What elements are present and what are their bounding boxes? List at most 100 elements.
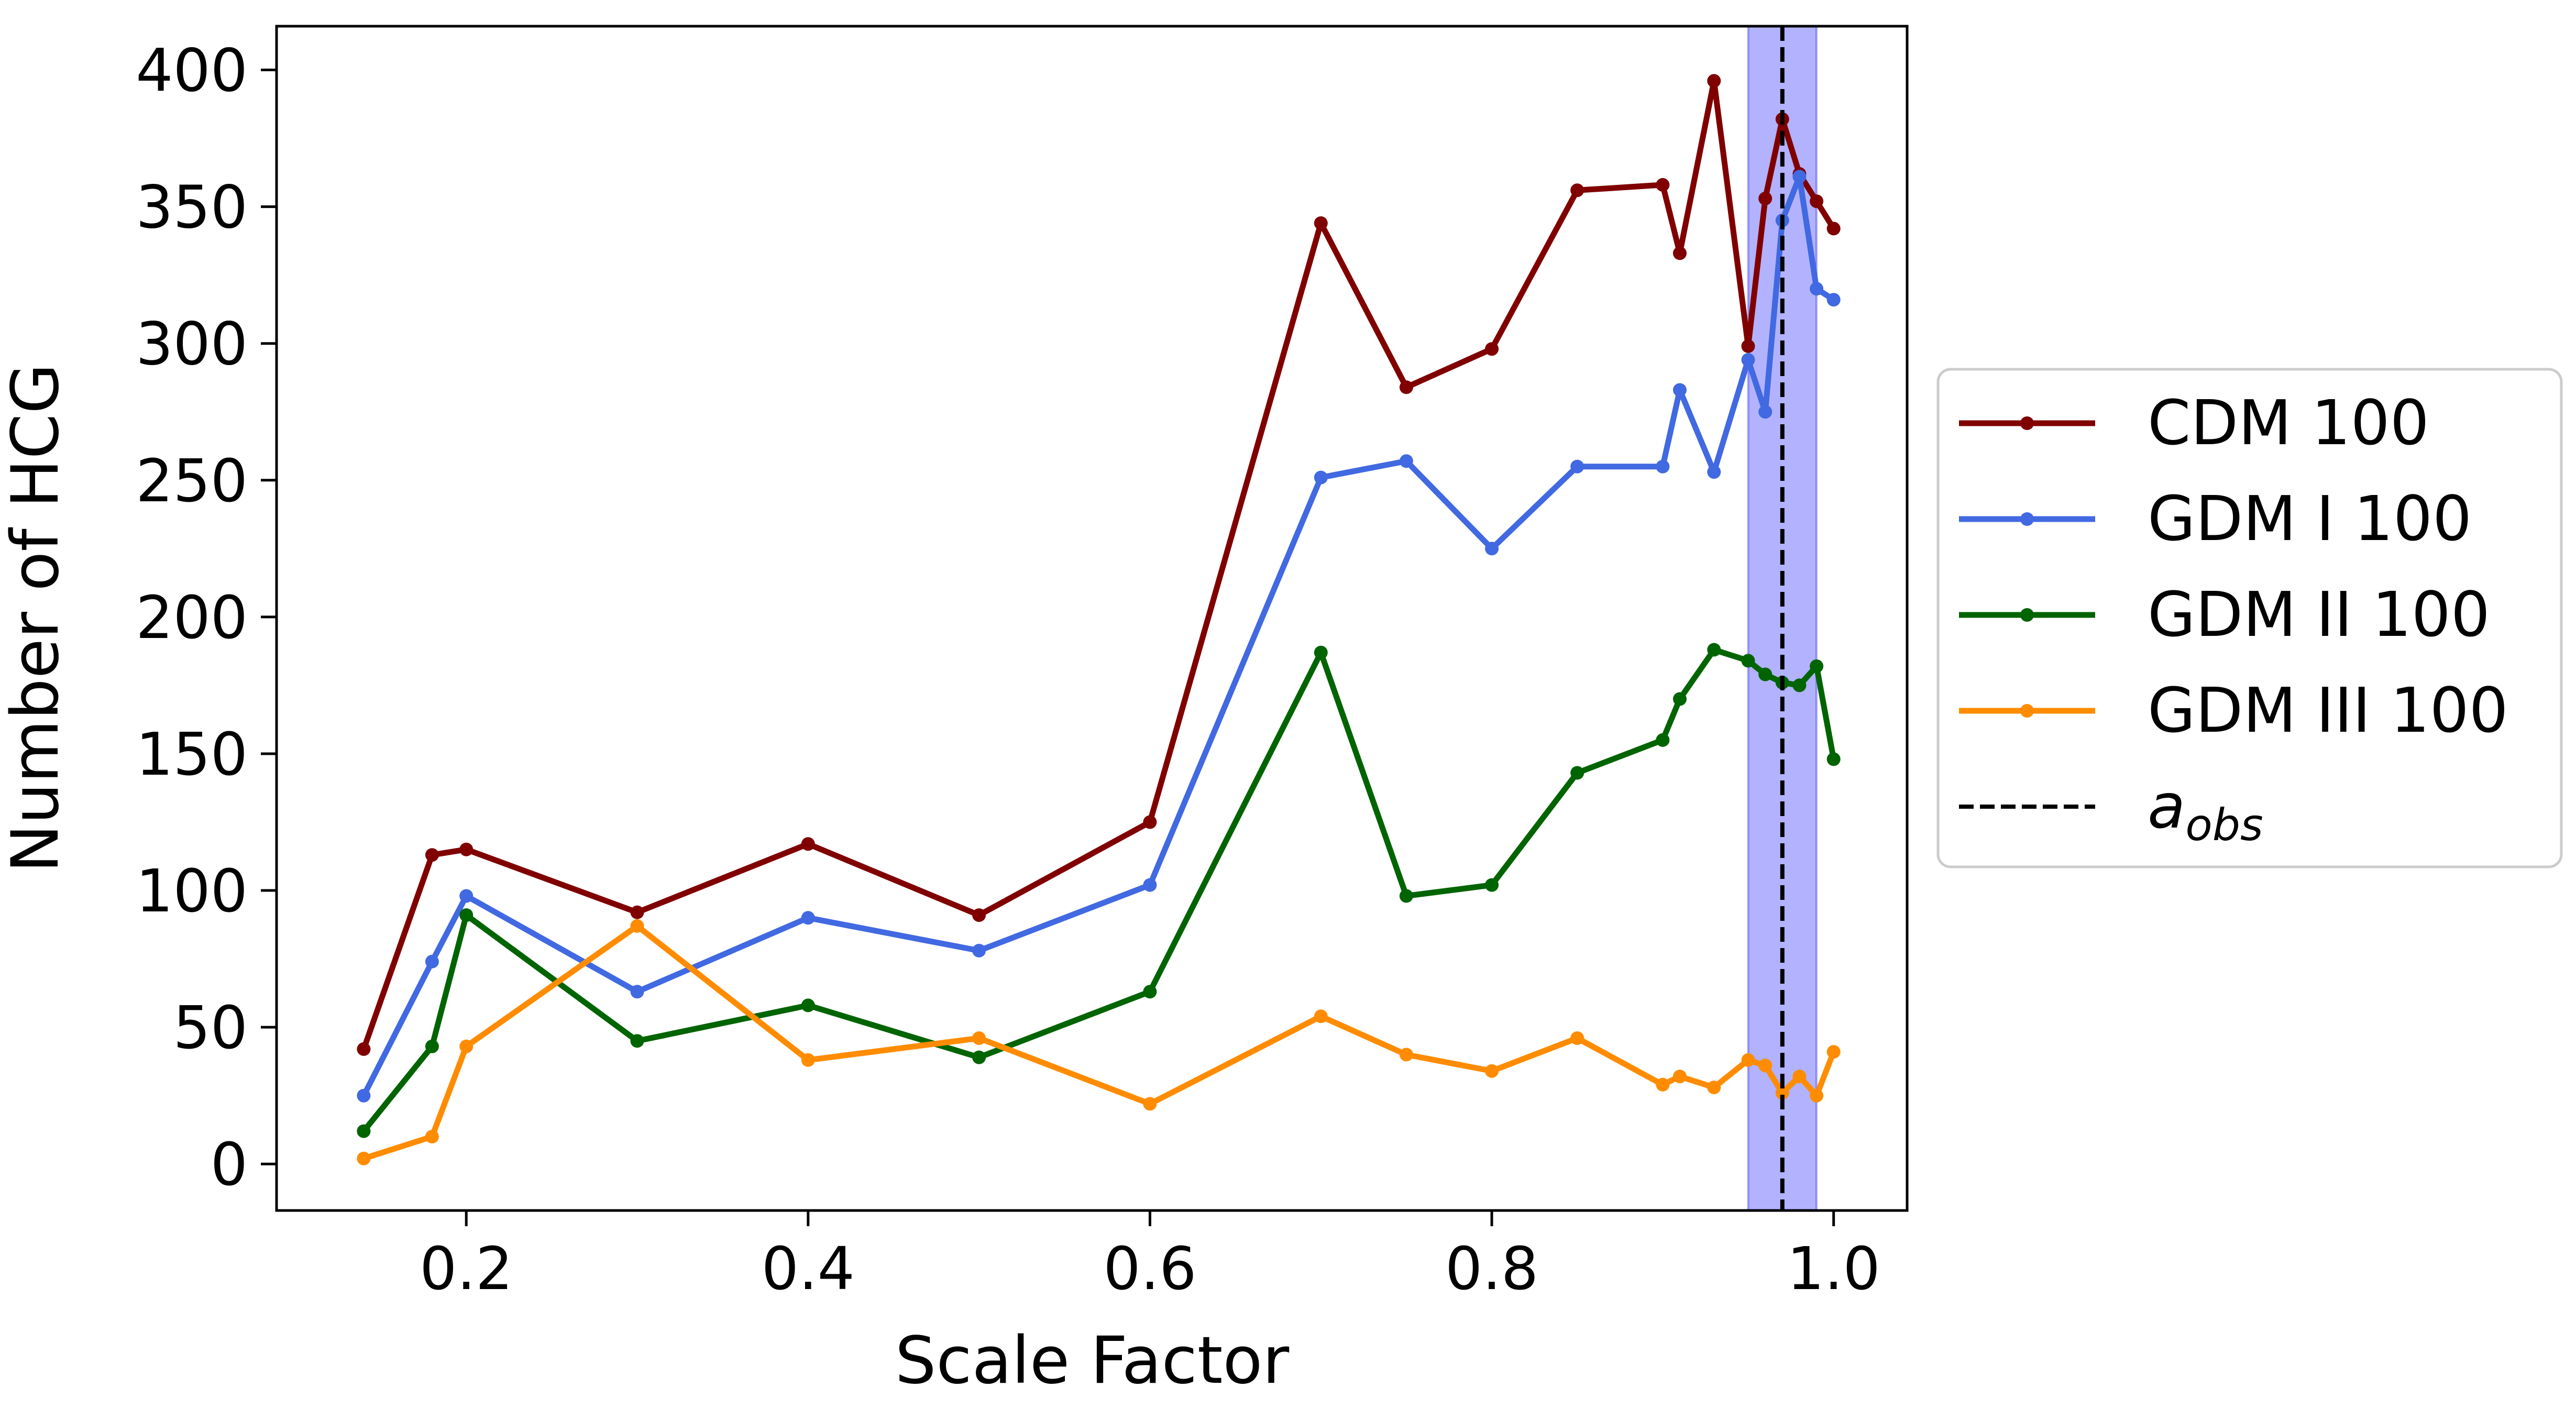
data-point [972, 908, 986, 922]
data-point [1792, 678, 1807, 692]
series-2 [357, 170, 1841, 1103]
data-point [630, 919, 644, 933]
data-point [1673, 1070, 1687, 1084]
series-line [360, 173, 1837, 1099]
data-point [1314, 645, 1328, 659]
data-point [1485, 1064, 1499, 1078]
data-point [1673, 692, 1687, 706]
y-tick-label: 0 [211, 1131, 248, 1199]
data-point [972, 1031, 986, 1045]
data-point [357, 1042, 371, 1056]
series-3 [357, 643, 1841, 1138]
data-point [1656, 459, 1670, 474]
data-point [459, 889, 474, 903]
legend-label-gdm-i: GDM I 100 [2148, 482, 2472, 555]
data-point [972, 1050, 986, 1064]
data-point [459, 908, 474, 922]
y-tick-label: 150 [136, 721, 248, 789]
x-tick-label: 0.6 [1103, 1235, 1196, 1303]
data-point [1673, 246, 1687, 260]
legend-entry-gdm-i: GDM I 100 [1959, 482, 2472, 555]
series-line [360, 923, 1837, 1162]
data-point [425, 848, 439, 862]
data-point [1656, 733, 1670, 747]
data-point [1570, 459, 1584, 474]
data-point [1570, 766, 1584, 780]
data-point [1792, 170, 1807, 184]
series-layer [357, 74, 1841, 1165]
data-point [1707, 643, 1721, 657]
data-point [1485, 342, 1499, 356]
legend: CDM 100 GDM I 100 GDM II 100 GDM III 100… [1936, 368, 2563, 868]
data-point [801, 837, 815, 851]
data-point [1399, 454, 1413, 468]
y-tick-label: 200 [136, 584, 248, 652]
x-axis: 0.2 0.4 0.6 0.8 1.0 [420, 1210, 1880, 1303]
y-axis-title: Number of HCG [0, 364, 73, 873]
data-point [1758, 667, 1773, 681]
data-point [1143, 1097, 1157, 1111]
data-point [357, 1088, 371, 1103]
data-point [1399, 1048, 1413, 1062]
data-point [425, 1039, 439, 1053]
x-tick-label: 1.0 [1787, 1235, 1880, 1303]
data-point [972, 943, 986, 957]
x-axis-title: Scale Factor [895, 1323, 1290, 1399]
y-tick-label: 250 [136, 447, 248, 515]
legend-label-gdm-iii: GDM III 100 [2148, 674, 2508, 746]
legend-entry-gdm-iii: GDM III 100 [1959, 674, 2508, 746]
data-point [1143, 878, 1157, 892]
data-point [1758, 1059, 1773, 1073]
x-tick-label: 0.2 [420, 1235, 513, 1303]
legend-label-aobs-sub: obs [2185, 799, 2263, 851]
y-tick-label: 400 [136, 37, 248, 105]
data-point [1314, 1009, 1328, 1023]
legend-label-aobs: aobs [2148, 770, 2263, 851]
x-tick-label: 0.4 [762, 1235, 855, 1303]
data-point [425, 1130, 439, 1143]
plot-frame [275, 25, 1909, 1212]
data-point [801, 998, 815, 1012]
data-point [1143, 985, 1157, 999]
y-axis: 0 50 100 150 200 250 300 350 400 [136, 37, 277, 1199]
data-point [630, 985, 644, 999]
legend-label-aobs-main: a [2148, 770, 2185, 842]
data-point [1707, 1081, 1721, 1094]
y-tick-label: 50 [173, 994, 248, 1062]
data-point [1570, 183, 1584, 197]
data-point [357, 1151, 371, 1165]
legend-entry-cdm: CDM 100 [1959, 387, 2429, 459]
data-point [1792, 1070, 1807, 1084]
data-point [1314, 470, 1328, 485]
data-point [1399, 380, 1413, 394]
data-point [1826, 752, 1841, 766]
data-point [459, 842, 474, 856]
data-point [357, 1124, 371, 1138]
data-point [1775, 1086, 1789, 1100]
data-point [1810, 659, 1824, 673]
data-point [1485, 878, 1499, 892]
data-point [1826, 1045, 1841, 1059]
data-point [1399, 889, 1413, 903]
legend-entry-gdm-ii: GDM II 100 [1959, 578, 2490, 651]
legend-entry-aobs: aobs [1959, 770, 2263, 851]
series-1 [357, 74, 1841, 1056]
y-tick-label: 300 [136, 311, 248, 379]
data-point [1758, 405, 1773, 419]
data-point [1826, 293, 1841, 307]
x-tick-label: 0.8 [1445, 1235, 1538, 1303]
y-tick-label: 350 [136, 174, 248, 242]
data-point [630, 905, 644, 919]
data-point [1810, 194, 1824, 208]
data-point [425, 954, 439, 968]
legend-label-cdm: CDM 100 [2148, 387, 2429, 459]
data-point [1741, 1053, 1755, 1067]
y-tick-label: 100 [136, 857, 248, 926]
series-line [360, 78, 1837, 1052]
data-point [1741, 654, 1755, 668]
data-point [1673, 383, 1687, 397]
data-point [801, 1053, 815, 1067]
data-point [630, 1034, 644, 1048]
data-point [1707, 74, 1721, 88]
